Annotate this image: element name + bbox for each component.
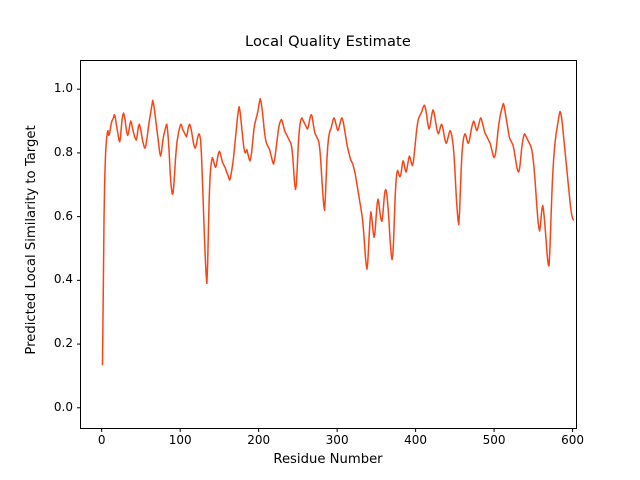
y-tick-label: 0.4	[53, 272, 73, 287]
y-tick-label: 1.0	[53, 81, 73, 96]
x-tick-label: 0	[97, 433, 106, 447]
y-tick-label: 0.2	[53, 336, 73, 351]
x-tick-label: 300	[325, 433, 349, 447]
x-tick-label: 400	[404, 433, 428, 447]
data-series-group	[101, 97, 575, 366]
chart-title: Local Quality Estimate	[245, 33, 411, 50]
axes-frame	[80, 60, 577, 429]
x-tick-label: 500	[482, 433, 506, 447]
y-axis-label: Predicted Local Similarity to Target	[24, 125, 39, 355]
x-axis-label: Residue Number	[273, 452, 383, 467]
tick-marks	[77, 88, 574, 432]
data-line-0	[101, 97, 575, 366]
x-tick-label: 200	[247, 433, 271, 447]
y-tick-label: 0.0	[53, 399, 73, 414]
x-tick-label: 100	[168, 433, 192, 447]
y-tick-label: 0.6	[53, 208, 73, 223]
x-tick-label: 600	[561, 433, 585, 447]
y-tick-label: 0.8	[53, 144, 73, 159]
